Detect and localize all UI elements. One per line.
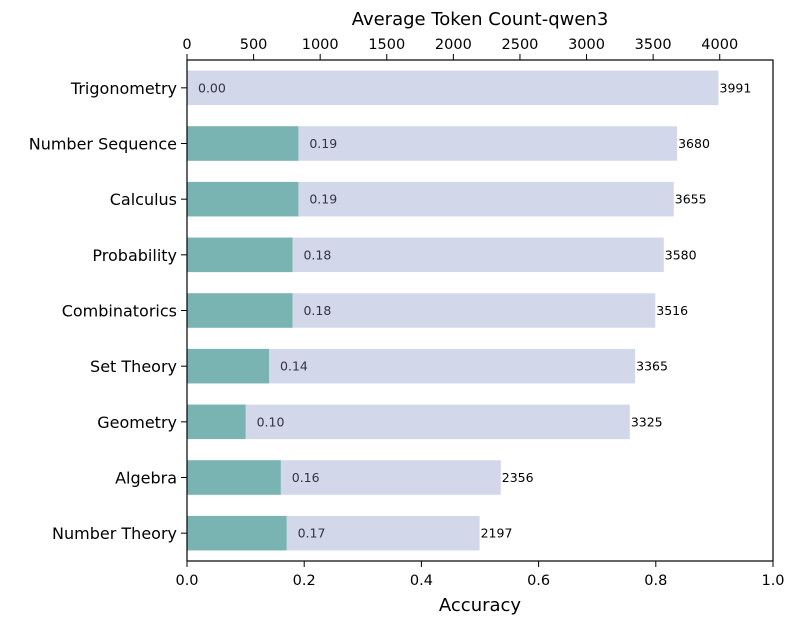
category-label: Number Sequence — [29, 135, 177, 154]
token-bar — [187, 70, 719, 106]
accuracy-bar — [187, 515, 287, 551]
category-label: Geometry — [97, 413, 177, 432]
x-tick-label: 0.4 — [410, 573, 433, 589]
top-x-tick-label: 3000 — [568, 37, 605, 53]
top-x-tick-label: 1000 — [302, 37, 339, 53]
top-x-tick-label: 500 — [240, 37, 268, 53]
token-value-label: 3680 — [678, 136, 710, 151]
accuracy-value-label: 0.19 — [309, 192, 337, 207]
accuracy-value-label: 0.14 — [280, 359, 308, 374]
token-value-label: 3325 — [631, 414, 663, 429]
category-label: Number Theory — [52, 524, 177, 543]
category-label: Combinatorics — [62, 302, 177, 321]
accuracy-bar — [187, 181, 299, 217]
token-value-label: 3991 — [720, 80, 752, 95]
bar-value-labels: 0.00 3991 0.19 3680 0.19 3655 0.18 3580 0.18 3516… — [198, 80, 751, 540]
top-x-tick-label: 2500 — [502, 37, 539, 53]
x-tick-label: 0.0 — [175, 573, 198, 589]
accuracy-value-label: 0.18 — [303, 247, 331, 262]
token-value-label: 3580 — [665, 247, 697, 262]
accuracy-value-label: 0.18 — [303, 303, 331, 318]
accuracy-bar — [187, 237, 293, 273]
accuracy-value-label: 0.00 — [198, 80, 226, 95]
top-x-tick-label: 4000 — [701, 37, 738, 53]
token-value-label: 3516 — [656, 303, 688, 318]
category-label: Algebra — [115, 469, 177, 488]
category-label: Probability — [92, 246, 177, 265]
accuracy-bar — [187, 460, 281, 495]
token-bar — [187, 404, 630, 440]
accuracy-value-label: 0.16 — [292, 470, 320, 485]
x-axis-title: Accuracy — [439, 595, 522, 616]
top-axis-title: Average Token Count-qwen3 — [352, 9, 609, 30]
accuracy-bar — [187, 293, 293, 328]
x-tick-label: 0.6 — [527, 573, 550, 589]
top-x-tick-label: 1500 — [368, 37, 405, 53]
top-x-tick-label: 2000 — [435, 37, 472, 53]
accuracy-value-label: 0.19 — [309, 136, 337, 151]
token-value-label: 3365 — [636, 359, 668, 374]
axis-ticks: Trigonometry Number Sequence Calculus Proba… — [29, 37, 785, 589]
category-label: Trigonometry — [70, 79, 177, 98]
category-label: Calculus — [110, 190, 177, 209]
accuracy-bars — [187, 126, 299, 551]
x-tick-label: 1.0 — [761, 573, 784, 589]
token-value-label: 2197 — [481, 526, 513, 541]
top-x-tick-label: 3500 — [635, 37, 672, 53]
accuracy-bar — [187, 404, 246, 440]
x-tick-label: 0.2 — [293, 573, 316, 589]
accuracy-bar — [187, 126, 299, 161]
x-tick-label: 0.8 — [644, 573, 667, 589]
accuracy-bar — [187, 348, 270, 384]
token-value-label: 2356 — [502, 470, 534, 485]
token-value-label: 3655 — [675, 192, 707, 207]
accuracy-value-label: 0.17 — [298, 526, 326, 541]
category-label: Set Theory — [90, 357, 177, 376]
top-x-tick-label: 0 — [182, 37, 191, 53]
accuracy-value-label: 0.10 — [257, 414, 285, 429]
